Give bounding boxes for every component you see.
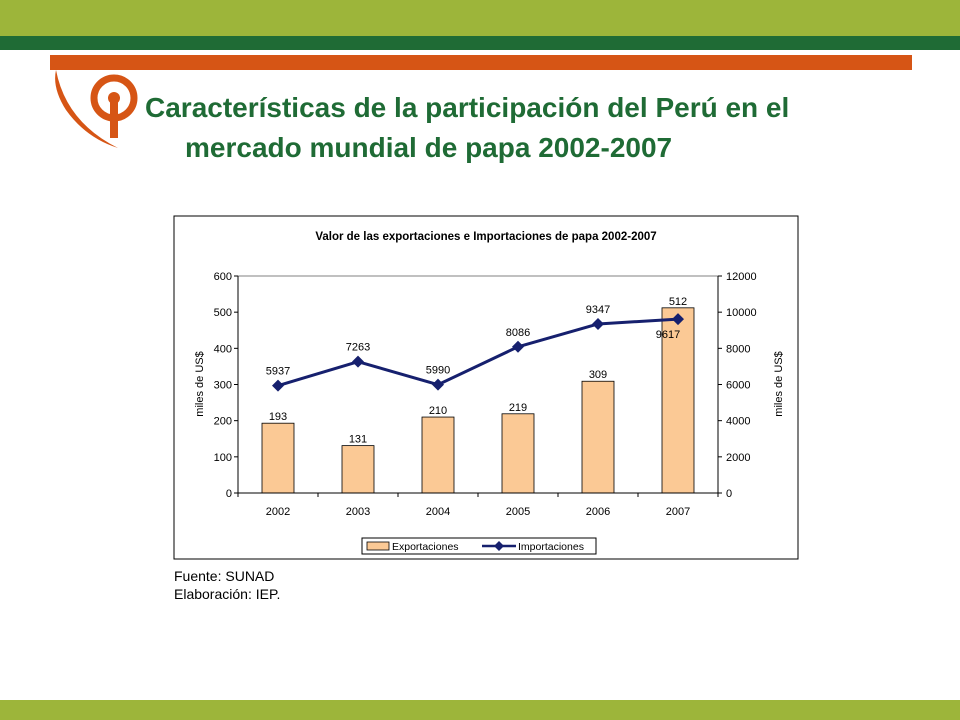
legend-box xyxy=(361,537,597,555)
point-importaciones xyxy=(432,378,444,391)
source-note: Fuente: SUNAD Elaboración: IEP. xyxy=(174,567,280,603)
legend-label-importaciones: Importaciones xyxy=(518,541,584,553)
y2-tick-label: 0 xyxy=(726,488,732,500)
point-importaciones xyxy=(272,379,284,392)
title-line-2: mercado mundial de papa 2002-2007 xyxy=(185,132,673,163)
top-green-band xyxy=(0,36,960,50)
bar-exportaciones xyxy=(581,380,615,494)
y2-tick-label: 4000 xyxy=(726,416,750,428)
x-tick-label: 2005 xyxy=(506,506,530,518)
plot-area xyxy=(237,275,719,494)
point-importaciones xyxy=(672,313,684,326)
y-tick-label: 600 xyxy=(214,271,232,283)
data-label-exportaciones: 210 xyxy=(429,405,447,417)
y-axis-label: miles de US$ xyxy=(194,351,206,416)
y-tick-label: 400 xyxy=(214,343,232,355)
y2-tick-label: 10000 xyxy=(726,307,757,319)
data-label-importaciones: 5990 xyxy=(426,365,450,377)
data-label-importaciones: 8086 xyxy=(506,327,530,339)
data-label-importaciones: 7263 xyxy=(346,342,370,354)
bar-exportaciones xyxy=(421,416,455,494)
y-tick-label: 500 xyxy=(214,307,232,319)
slide-title: Características de la participación del … xyxy=(145,88,945,168)
y2-tick-label: 6000 xyxy=(726,380,750,392)
x-tick-label: 2004 xyxy=(426,506,450,518)
data-label-exportaciones: 219 xyxy=(509,402,527,414)
y-tick-label: 200 xyxy=(214,416,232,428)
y-tick-label: 100 xyxy=(214,452,232,464)
y2-tick-label: 12000 xyxy=(726,271,757,283)
bar-exportaciones xyxy=(501,413,535,494)
orange-bar xyxy=(50,55,912,70)
top-lime-band xyxy=(0,0,960,36)
point-importaciones xyxy=(512,340,524,353)
point-importaciones xyxy=(592,317,604,330)
logo-icon xyxy=(55,70,138,148)
bottom-lime-band xyxy=(0,700,960,720)
data-label-exportaciones: 512 xyxy=(669,296,687,308)
title-line-1: Características de la participación del … xyxy=(145,92,790,123)
data-label-exportaciones: 193 xyxy=(269,411,287,423)
bar-exportaciones xyxy=(261,422,295,494)
chart-title: Valor de las exportaciones e Importacion… xyxy=(315,231,656,243)
x-tick-label: 2006 xyxy=(586,506,610,518)
source-line: Fuente: SUNAD xyxy=(174,568,275,584)
x-tick-label: 2003 xyxy=(346,506,370,518)
data-label-exportaciones: 131 xyxy=(349,434,367,446)
legend: Exportaciones Importaciones xyxy=(361,537,597,555)
data-label-importaciones: 9617 xyxy=(656,329,680,341)
legend-label-exportaciones: Exportaciones xyxy=(392,541,459,553)
y2-tick-label: 2000 xyxy=(726,452,750,464)
x-tick-label: 2002 xyxy=(266,506,290,518)
y-tick-label: 300 xyxy=(214,380,232,392)
elaboration-line: Elaboración: IEP. xyxy=(174,586,281,602)
y-tick-label: 0 xyxy=(226,488,232,500)
y2-axis-label: miles de US$ xyxy=(773,351,785,416)
x-tick-label: 2007 xyxy=(666,506,690,518)
y2-tick-label: 8000 xyxy=(726,343,750,355)
legend-swatch-exportaciones xyxy=(366,541,390,551)
data-label-importaciones: 9347 xyxy=(586,304,610,316)
data-label-exportaciones: 309 xyxy=(589,369,607,381)
legend-marker-importaciones xyxy=(494,541,504,551)
line-importaciones xyxy=(277,317,679,388)
point-importaciones xyxy=(352,355,364,368)
bar-exportaciones xyxy=(341,445,375,494)
data-label-importaciones: 5937 xyxy=(266,366,290,378)
